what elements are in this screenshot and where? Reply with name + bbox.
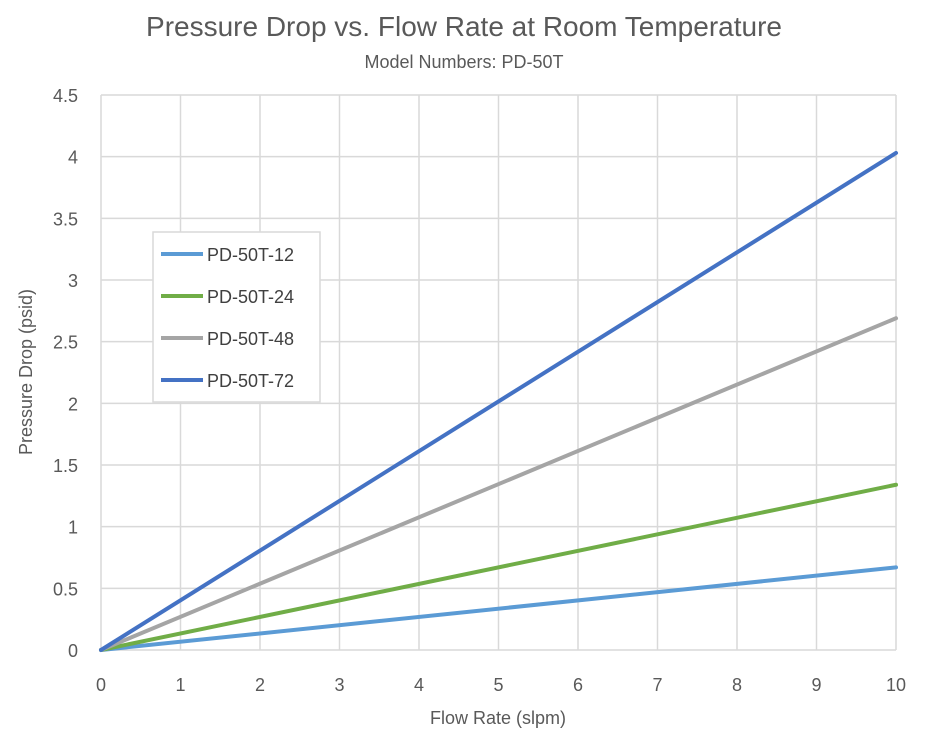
x-tick-label: 0 [96,675,106,695]
legend-label: PD-50T-24 [207,287,294,307]
x-tick-label: 2 [255,675,265,695]
x-axis-title: Flow Rate (slpm) [430,708,566,728]
tick-labels: 0 1 2 3 4 5 6 7 8 9 10 0 0.5 1 1.5 2 2.5 3 3.5 4 4.5 [53,86,906,695]
y-tick-label: 1.5 [53,456,78,476]
legend-label: PD-50T-72 [207,371,294,391]
y-tick-label: 0 [68,641,78,661]
chart-title: Pressure Drop vs. Flow Rate at Room Temp… [146,11,782,42]
legend-label: PD-50T-12 [207,245,294,265]
x-tick-label: 1 [175,675,185,695]
y-tick-label: 4.5 [53,86,78,106]
legend: PD-50T-12 PD-50T-24 PD-50T-48 PD-50T-72 [152,231,321,403]
y-tick-label: 2.5 [53,333,78,353]
x-tick-label: 10 [886,675,906,695]
y-tick-label: 0.5 [53,579,78,599]
x-tick-label: 3 [334,675,344,695]
chart-subtitle: Model Numbers: PD-50T [364,52,563,72]
series-line-pd-50t-24 [99,482,898,652]
x-tick-label: 8 [732,675,742,695]
legend-box [152,231,321,403]
series-line-pd-50t-12 [99,565,898,652]
series-lines [99,150,898,652]
legend-label: PD-50T-48 [207,329,294,349]
grid [100,94,897,651]
x-tick-label: 6 [573,675,583,695]
x-tick-label: 5 [493,675,503,695]
y-tick-label: 1 [68,518,78,538]
y-tick-label: 3 [68,271,78,291]
series-line-pd-50t-48 [99,316,898,652]
x-tick-label: 7 [652,675,662,695]
x-tick-label: 4 [414,675,424,695]
y-axis-title: Pressure Drop (psid) [16,289,36,455]
y-tick-label: 2 [68,394,78,414]
y-tick-label: 3.5 [53,209,78,229]
x-tick-label: 9 [811,675,821,695]
y-tick-label: 4 [68,148,78,168]
series-line-pd-50t-72 [99,150,898,652]
